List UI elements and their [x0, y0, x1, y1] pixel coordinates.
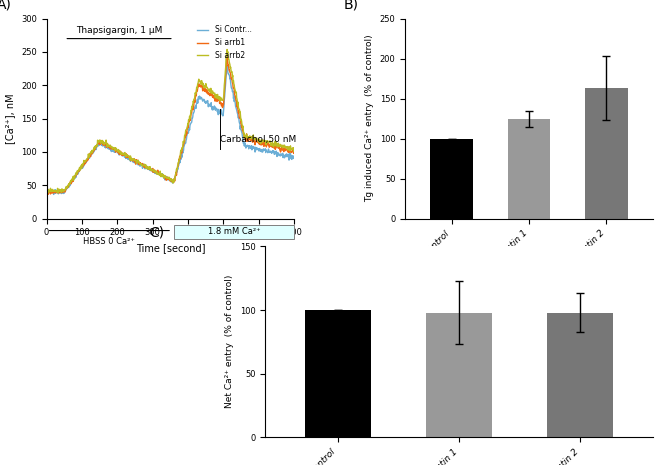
Text: Carbachol,50 nM: Carbachol,50 nM: [220, 135, 296, 145]
Bar: [430, 139, 473, 219]
Y-axis label: Net Ca²⁺ entry  (% of control): Net Ca²⁺ entry (% of control): [226, 275, 234, 408]
Si Contr...: [222, 62, 230, 68]
Text: A): A): [0, 0, 12, 12]
Si Contr...: [290, 153, 298, 159]
Bar: [174, 225, 294, 239]
Text: Thapsigargin, 1 μM: Thapsigargin, 1 μM: [76, 26, 163, 34]
Si Contr...: [43, 187, 51, 193]
Si arrb2: [121, 152, 129, 158]
Si arrb2: [290, 145, 298, 151]
Si arrb2: [266, 138, 274, 144]
Si arrb2: [113, 146, 121, 152]
Si arrb1: [113, 147, 121, 153]
Legend: Si Contr..., Si arrb1, Si arrb2: Si Contr..., Si arrb1, Si arrb2: [194, 22, 254, 63]
Si arrb2: [236, 110, 244, 115]
Si arrb2: [103, 142, 111, 147]
Bar: [507, 119, 550, 219]
Si arrb1: [223, 55, 231, 60]
Si Contr...: [266, 148, 274, 154]
Bar: [585, 88, 627, 219]
Si arrb2: [205, 88, 213, 93]
Line: Si arrb1: Si arrb1: [47, 58, 294, 194]
Si arrb1: [121, 151, 129, 157]
Text: B): B): [344, 0, 358, 12]
X-axis label: Time [second]: Time [second]: [136, 243, 205, 253]
Si Contr...: [121, 154, 129, 160]
Line: Si Contr...: Si Contr...: [47, 65, 294, 194]
Bar: [426, 312, 492, 437]
Si arrb1: [103, 141, 111, 146]
Si arrb1: [236, 115, 244, 120]
Si Contr...: [103, 144, 111, 149]
Text: C): C): [149, 226, 165, 240]
Si arrb1: [45, 192, 53, 197]
Si Contr...: [113, 147, 121, 153]
Si Contr...: [50, 192, 58, 197]
Bar: [547, 312, 613, 437]
Y-axis label: [Ca²⁺], nM: [Ca²⁺], nM: [5, 93, 15, 144]
Si Contr...: [236, 120, 244, 126]
Si arrb2: [223, 46, 231, 52]
Line: Si arrb2: Si arrb2: [47, 49, 294, 193]
Si arrb1: [266, 143, 274, 148]
Bar: [305, 310, 372, 437]
Text: 1.8 mM Ca²⁺: 1.8 mM Ca²⁺: [208, 227, 260, 236]
Si arrb2: [54, 190, 62, 196]
Y-axis label: Tg induced Ca²⁺ entry  (% of control): Tg induced Ca²⁺ entry (% of control): [365, 35, 374, 202]
Si arrb1: [43, 187, 51, 193]
Si arrb1: [205, 92, 213, 97]
Si Contr...: [205, 102, 213, 108]
Text: HBSS 0 Ca²⁺: HBSS 0 Ca²⁺: [83, 237, 135, 246]
Si arrb2: [43, 188, 51, 194]
Si arrb1: [290, 150, 298, 155]
